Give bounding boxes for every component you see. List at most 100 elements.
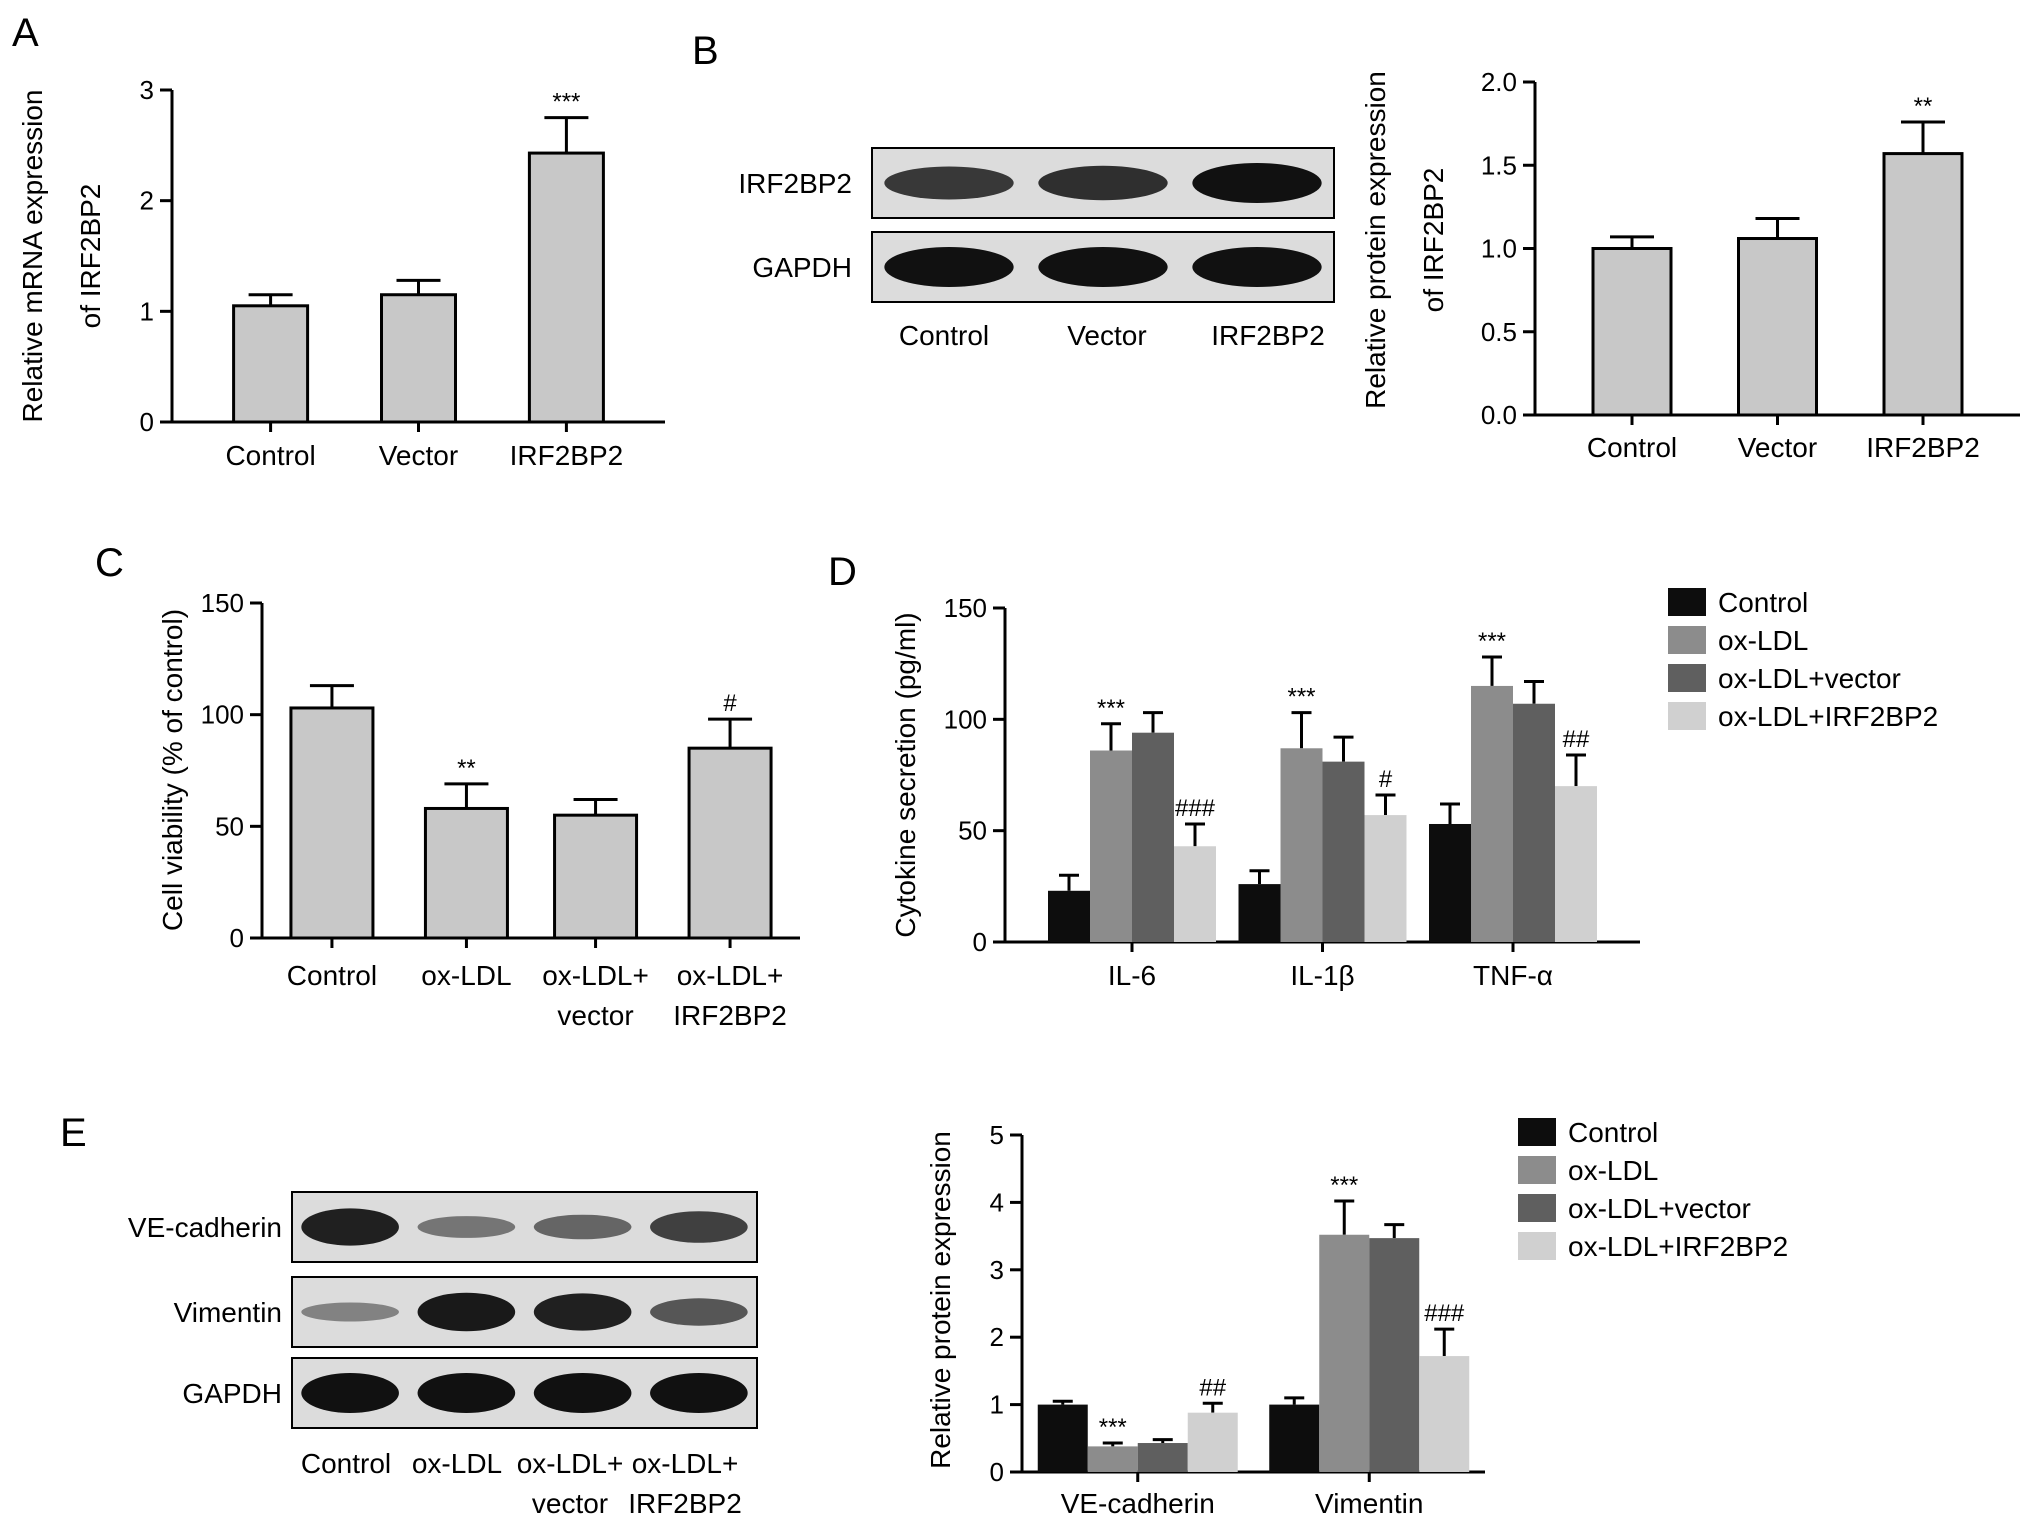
blot-band bbox=[1038, 247, 1168, 287]
bar bbox=[1882, 152, 1964, 417]
bar bbox=[423, 806, 509, 940]
y-tick-label: 0 bbox=[230, 923, 244, 953]
x-tick-label: Control bbox=[1587, 432, 1677, 463]
blot-band bbox=[1192, 163, 1322, 203]
y-axis-label: Relative protein expression bbox=[1360, 71, 1391, 409]
x-tick-label: IRF2BP2 bbox=[510, 440, 624, 471]
significance-marker: ## bbox=[1563, 726, 1590, 753]
blot-band bbox=[301, 1373, 399, 1413]
y-tick-label: 2 bbox=[140, 186, 154, 216]
bar bbox=[1471, 685, 1513, 942]
blot-lane-label: IRF2BP2 bbox=[1211, 320, 1325, 351]
bar bbox=[1322, 761, 1365, 942]
y-tick-label: 1.0 bbox=[1481, 234, 1517, 264]
y-tick-label: 100 bbox=[201, 700, 244, 730]
y-tick-label: 0.5 bbox=[1481, 317, 1517, 347]
y-tick-label: 1 bbox=[140, 296, 154, 326]
panel-label-d: D bbox=[828, 550, 857, 594]
y-tick-label: 2 bbox=[990, 1322, 1004, 1352]
chart-d: 0 50 100 150 Cytokine secretion (pg/ml) IL-6 *… bbox=[890, 587, 1938, 991]
bar bbox=[1087, 1446, 1138, 1472]
blot-band bbox=[301, 1208, 399, 1246]
blot-row-label: GAPDH bbox=[182, 1378, 282, 1409]
x-tick-label: Control bbox=[225, 440, 315, 471]
legend-label: ox-LDL bbox=[1568, 1155, 1658, 1186]
y-axis-label: of IRF2BP2 bbox=[1418, 168, 1449, 313]
blot-band bbox=[417, 1373, 516, 1413]
blot-lane-label: Vector bbox=[1067, 320, 1146, 351]
bar bbox=[1037, 1404, 1088, 1472]
x-tick-label: VE-cadherin bbox=[1061, 1488, 1215, 1519]
bar bbox=[1591, 247, 1673, 417]
y-tick-label: 0.0 bbox=[1481, 400, 1517, 430]
blot-lane-label: Control bbox=[301, 1448, 391, 1479]
blot-band bbox=[417, 1292, 516, 1332]
bar bbox=[553, 813, 639, 940]
y-axis-label: Relative protein expression bbox=[925, 1131, 956, 1469]
blot-lane-label: ox-LDL+ bbox=[517, 1448, 624, 1479]
chart-c: 0 50 100 150 Cell viability (% of control) Co… bbox=[157, 588, 800, 1031]
x-tick-label: ox-LDL+ bbox=[542, 960, 649, 991]
bar bbox=[1364, 815, 1407, 942]
x-tick-label: ox-LDL+ bbox=[677, 960, 784, 991]
x-tick-label: ox-LDL bbox=[421, 960, 511, 991]
y-axis-label: Cytokine secretion (pg/ml) bbox=[890, 612, 921, 937]
significance-marker: *** bbox=[1099, 1414, 1127, 1441]
blot-band bbox=[533, 1214, 632, 1240]
bar bbox=[1269, 1404, 1320, 1472]
y-axis-label: Relative mRNA expression bbox=[17, 89, 48, 422]
y-axis-label-group: Relative protein expression bbox=[925, 1131, 956, 1469]
significance-marker: # bbox=[1379, 766, 1393, 793]
bar bbox=[1737, 237, 1818, 417]
y-tick-label: 0 bbox=[140, 407, 154, 437]
western-blot-b: IRF2BP2 GAPDH Control Vector IRF2BP2 bbox=[738, 147, 1335, 351]
bar bbox=[380, 293, 457, 424]
chart-e: 0 1 2 3 4 5 Relative protein expression VE-cadh… bbox=[925, 1117, 1788, 1519]
bar bbox=[1319, 1234, 1370, 1472]
panel-label-e: E bbox=[60, 1111, 87, 1155]
y-tick-label: 2.0 bbox=[1481, 67, 1517, 97]
legend-swatch bbox=[1518, 1194, 1556, 1222]
bar bbox=[1132, 732, 1174, 942]
significance-marker: *** bbox=[1478, 628, 1506, 655]
bar bbox=[527, 151, 605, 424]
y-tick-label: 50 bbox=[215, 811, 244, 841]
significance-marker: ## bbox=[1199, 1374, 1226, 1401]
significance-marker: ### bbox=[1175, 795, 1216, 822]
x-tick-label: IL-6 bbox=[1108, 960, 1156, 991]
blot-band bbox=[533, 1373, 632, 1413]
blot-lane-label: Control bbox=[899, 320, 989, 351]
bar bbox=[1187, 1412, 1238, 1472]
y-tick-label: 1 bbox=[990, 1390, 1004, 1420]
blot-row-label: IRF2BP2 bbox=[738, 168, 852, 199]
bar bbox=[1513, 703, 1555, 942]
x-tick-label: vector bbox=[557, 1000, 633, 1031]
bar bbox=[1137, 1443, 1188, 1472]
x-tick-label: Control bbox=[287, 960, 377, 991]
blot-row-label: Vimentin bbox=[174, 1297, 282, 1328]
bar bbox=[1090, 750, 1132, 942]
western-blot-e: VE-cadherin Vimentin GAPDH Control ox-LDL ox-… bbox=[128, 1191, 758, 1519]
blot-lane-label: vector bbox=[532, 1488, 608, 1519]
blot-band bbox=[417, 1216, 516, 1238]
bar bbox=[1419, 1356, 1470, 1472]
x-tick-label: Vector bbox=[1738, 432, 1817, 463]
legend-swatch bbox=[1518, 1156, 1556, 1184]
western-blot-layer: IRF2BP2 GAPDH Control Vector IRF2BP2 VE-cadhe… bbox=[128, 147, 1335, 1519]
bar bbox=[1048, 890, 1090, 942]
bar bbox=[1280, 748, 1323, 942]
significance-marker: ### bbox=[1424, 1300, 1465, 1327]
y-tick-label: 4 bbox=[990, 1187, 1004, 1217]
significance-marker: ** bbox=[457, 755, 476, 782]
y-tick-label: 5 bbox=[990, 1120, 1004, 1150]
blot-lane-label: ox-LDL bbox=[412, 1448, 502, 1479]
x-tick-label: TNF-α bbox=[1473, 960, 1553, 991]
y-tick-label: 1.5 bbox=[1481, 150, 1517, 180]
y-axis-label: Cell viability (% of control) bbox=[157, 609, 188, 931]
bar bbox=[1238, 884, 1281, 942]
bar bbox=[232, 304, 310, 424]
legend-label: Control bbox=[1568, 1117, 1658, 1148]
y-tick-label: 3 bbox=[140, 75, 154, 105]
x-tick-label: Vimentin bbox=[1315, 1488, 1423, 1519]
